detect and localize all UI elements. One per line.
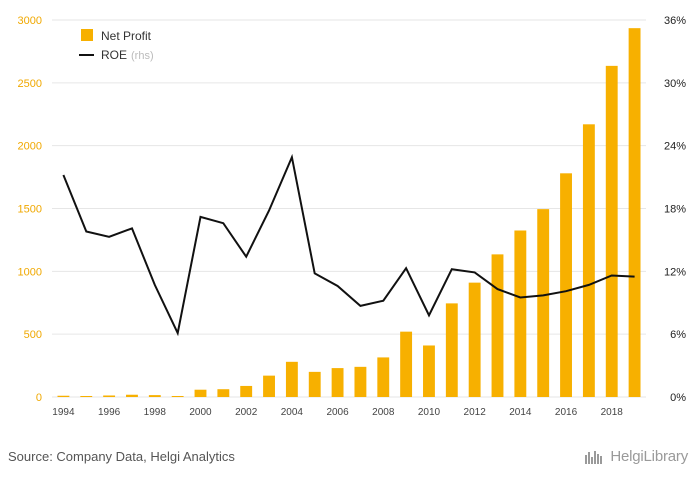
net-profit-bar [423,345,435,397]
x-tick-label: 2006 [326,407,349,418]
left-tick-label: 0 [36,392,42,404]
left-tick-label: 500 [24,329,42,341]
x-axis-ticks: 1994 1996 1998 2000 2002 2004 2006 2008 2010 2012… [52,407,623,418]
x-tick-label: 2004 [281,407,304,418]
net-profit-bar [126,394,138,397]
left-tick-label: 3000 [18,15,42,27]
net-profit-bar [400,331,413,397]
right-tick-label: 12% [664,266,686,278]
chart: 0 500 1000 1500 2000 2500 3000 0% 6% 12% 18% 24% 30… [18,15,687,418]
net-profit-bar [582,124,595,397]
legend-roe-name: ROE [101,48,127,62]
net-profit-bar [491,254,504,397]
net-profit-bar [377,357,390,397]
net-profit-bar [57,395,70,397]
x-tick-label: 1994 [52,407,75,418]
right-tick-label: 24% [664,141,686,153]
net-profit-bar [445,303,458,397]
net-profit-bar [171,395,184,397]
net-profit-bar [331,368,344,397]
net-profit-bar [308,371,321,397]
net-profit-bar [240,385,253,397]
left-axis-ticks: 0 500 1000 1500 2000 2500 3000 [18,15,42,404]
library-icon [585,450,603,464]
net-profit-bar [194,389,207,397]
legend-roe-suffix: (rhs) [131,50,154,62]
legend-net-profit-label: Net Profit [101,29,152,43]
net-profit-bar [217,389,230,397]
legend: Net Profit ROE (rhs) [79,29,154,62]
left-tick-label: 2500 [18,78,42,90]
left-tick-label: 2000 [18,141,42,153]
legend-roe-label: ROE (rhs) [101,48,154,62]
left-tick-label: 1500 [18,204,42,216]
brand-logo: HelgiLibrary [584,448,688,465]
net-profit-bar [468,282,481,397]
source-note: Source: Company Data, Helgi Analytics [8,449,235,464]
x-tick-label: 2014 [509,407,532,418]
net-profit-bar [285,361,298,397]
right-axis-ticks: 0% 6% 12% 18% 24% 30% 36% [664,15,686,404]
right-tick-label: 6% [670,329,686,341]
right-tick-label: 18% [664,204,686,216]
right-tick-label: 36% [664,15,686,27]
x-tick-label: 2008 [372,407,395,418]
net-profit-bar [537,209,550,397]
net-profit-bar [628,28,641,397]
net-profit-bar [80,395,93,397]
x-tick-label: 2018 [601,407,624,418]
gridlines [52,19,646,398]
brand-name: HelgiLibrary [610,448,688,465]
roe-line [62,153,635,337]
net-profit-bar [605,65,618,397]
x-tick-label: 1998 [144,407,167,418]
net-profit-bar [514,230,527,397]
x-tick-label: 2000 [189,407,212,418]
net-profit-bars [57,28,641,397]
net-profit-bar [263,375,275,397]
net-profit-bar [560,173,572,397]
right-tick-label: 0% [670,392,686,404]
net-profit-bar [103,395,116,397]
legend-net-profit-swatch [81,29,93,41]
left-tick-label: 1000 [18,266,42,278]
x-tick-label: 1996 [98,407,121,418]
x-tick-label: 2016 [555,407,578,418]
x-tick-label: 2010 [418,407,441,418]
right-tick-label: 30% [664,78,686,90]
x-tick-label: 2012 [464,407,487,418]
net-profit-bar [354,366,367,397]
x-tick-label: 2002 [235,407,258,418]
net-profit-bar [148,395,161,397]
